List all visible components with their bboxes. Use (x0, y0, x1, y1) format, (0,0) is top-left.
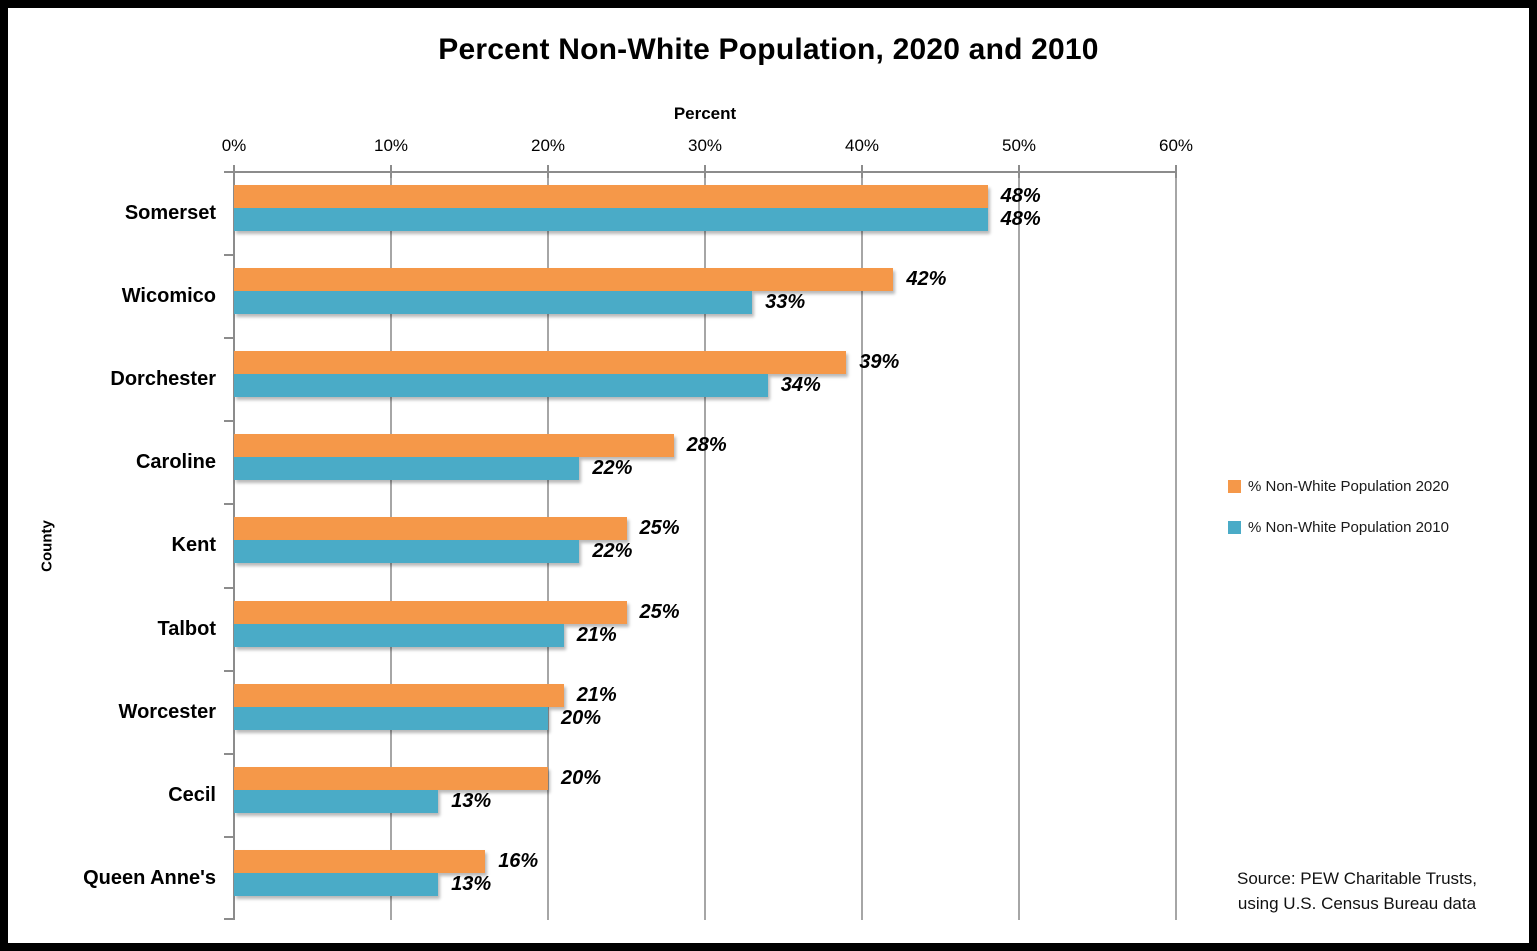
data-label: 25% (639, 517, 680, 540)
gridline-40 (861, 172, 863, 920)
category-tick (224, 420, 234, 423)
x-tick-label-40: 40% (844, 136, 880, 155)
bar-2010 (234, 208, 988, 231)
data-label: 20% (561, 766, 602, 789)
bar-2020 (234, 600, 627, 624)
data-label: 21% (576, 623, 617, 646)
bar-2010 (234, 706, 548, 730)
data-label: 13% (451, 872, 492, 895)
legend: % Non-White Population 2020 % Non-White P… (1228, 478, 1449, 560)
legend-item-2020: % Non-White Population 2020 (1228, 478, 1449, 495)
x-axis-tick-0 (233, 165, 235, 178)
bar-2020 (234, 434, 674, 458)
category-tick (224, 586, 234, 589)
x-tick-label-50: 50% (1001, 136, 1037, 155)
legend-swatch-icon (1228, 521, 1241, 534)
gridline-30 (704, 172, 706, 920)
x-tick-label-60: 60% (1158, 136, 1194, 155)
category-label: Queen Anne's (83, 866, 216, 889)
x-axis-tick-40 (861, 165, 863, 178)
data-label: 20% (561, 706, 602, 729)
x-axis-line (225, 171, 1176, 173)
data-label: 22% (592, 540, 633, 563)
legend-swatch-icon (1228, 480, 1241, 493)
data-label: 28% (686, 434, 727, 457)
x-axis-tick-10 (390, 165, 392, 178)
category-label: Caroline (135, 451, 216, 474)
data-label: 22% (592, 457, 633, 480)
gridline-50 (1018, 172, 1020, 920)
bar-2020 (234, 766, 548, 790)
bar-2010 (234, 540, 580, 564)
data-label: 48% (1000, 185, 1041, 207)
x-axis-title: Percent (673, 104, 737, 123)
data-label: 33% (765, 291, 806, 314)
data-label: 34% (780, 374, 821, 397)
bar-2020 (234, 185, 988, 208)
plot-area: 48% 48% 42% 33% 39% 34% 28% 22% 25% 22% 25% 21% 21% 2… (224, 165, 1177, 920)
bar-2010 (234, 623, 564, 647)
x-axis-tick-50 (1018, 165, 1020, 178)
category-tick (224, 669, 234, 672)
x-axis-tick-60 (1175, 165, 1177, 178)
category-tick (224, 171, 234, 173)
category-axis-labels: Somerset Wicomico Dorchester Caroline Kent Ta… (0, 172, 216, 920)
bar-2020 (234, 517, 627, 541)
category-label: Worcester (118, 700, 216, 723)
category-label: Talbot (157, 617, 216, 640)
data-label: 21% (576, 683, 617, 706)
data-label: 42% (906, 268, 947, 291)
category-tick (224, 918, 234, 920)
bar-2010 (234, 789, 439, 813)
bar-2020 (234, 683, 564, 707)
data-label: 16% (498, 849, 539, 872)
category-tick (224, 835, 234, 838)
bar-2020 (234, 351, 847, 375)
data-label: 39% (859, 351, 900, 374)
category-label: Wicomico (121, 285, 216, 308)
category-label: Dorchester (110, 368, 216, 391)
gridline-60 (1175, 172, 1177, 920)
data-label: 48% (1000, 208, 1041, 230)
data-label: 13% (451, 789, 492, 812)
chart-title: Percent Non-White Population, 2020 and 2… (438, 33, 1099, 66)
source-line-1: Source: PEW Charitable Trusts, (1237, 869, 1477, 888)
category-label: Kent (171, 534, 216, 557)
bar-2010 (234, 291, 753, 315)
x-axis-tick-30 (704, 165, 706, 178)
x-tick-label-10: 10% (373, 136, 409, 155)
bar-2020 (234, 268, 894, 292)
x-tick-label-20: 20% (530, 136, 566, 155)
x-tick-label-0: 0% (221, 136, 247, 155)
category-tick (224, 503, 234, 506)
x-tick-label-30: 30% (687, 136, 723, 155)
category-tick (224, 337, 234, 340)
source-note: Source: PEW Charitable Trusts, using U.S… (1200, 866, 1514, 916)
legend-item-2010: % Non-White Population 2010 (1228, 519, 1449, 536)
bar-2010 (234, 872, 439, 896)
category-tick (224, 254, 234, 257)
bar-2010 (234, 457, 580, 481)
bar-2010 (234, 374, 768, 398)
source-line-2: using U.S. Census Bureau data (1237, 894, 1477, 913)
category-label: Somerset (124, 202, 216, 225)
legend-label: % Non-White Population 2020 (1248, 478, 1449, 495)
data-label: 25% (639, 600, 680, 623)
category-label: Cecil (168, 783, 216, 806)
x-axis-tick-20 (547, 165, 549, 178)
legend-label: % Non-White Population 2010 (1248, 519, 1449, 536)
bar-2020 (234, 849, 486, 873)
category-tick (224, 752, 234, 755)
